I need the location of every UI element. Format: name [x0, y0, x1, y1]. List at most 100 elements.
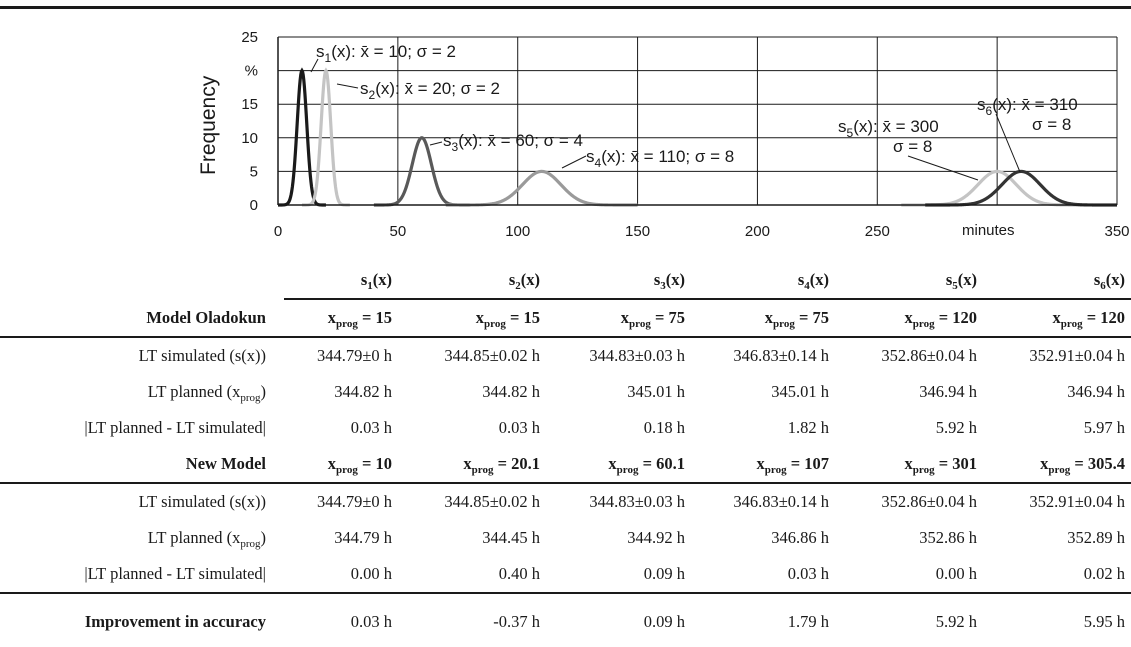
- improvement-cell: 5.92 h: [935, 612, 977, 631]
- xprog-value: = 60.1: [642, 454, 685, 473]
- x-tick-label: 100: [505, 223, 530, 240]
- table-cell: 344.45 h: [482, 528, 540, 547]
- leader-line: [907, 155, 979, 181]
- series-line-s4: [445, 169, 638, 207]
- table-cell: 344.82 h: [334, 382, 392, 401]
- leader-line: [336, 83, 359, 89]
- annotation-s1: s1(x): x̄ = 10; σ = 2: [316, 42, 456, 65]
- table-cell: 0.09 h: [546, 556, 691, 594]
- leader-line: [310, 58, 319, 73]
- xprog-cell: xprog = 120: [835, 299, 983, 338]
- column-header-sub: 2: [515, 280, 521, 292]
- column-header-base: s: [797, 270, 805, 289]
- y-tick-label: 25: [241, 29, 258, 46]
- column-header-suffix: (x): [520, 270, 540, 289]
- header-spacer: [0, 262, 284, 299]
- improvement-cell: 0.03 h: [350, 612, 392, 631]
- table-cell: 344.92 h: [627, 528, 685, 547]
- annotation-leaders: [310, 58, 1021, 181]
- xprog-cell: xprog = 301: [835, 446, 983, 484]
- table-cell: 346.94 h: [1067, 382, 1125, 401]
- xprog-sub: prog: [764, 464, 787, 476]
- column-header-row: s1(x) s2(x) s3(x) s4(x) s5(x) s6(x): [0, 262, 1131, 300]
- table-cell: 5.92 h: [935, 418, 977, 437]
- results-table: s1(x) s2(x) s3(x) s4(x) s5(x) s6(x) Model Olad…: [0, 262, 1131, 640]
- column-header: s5(x): [835, 262, 983, 300]
- section-title: Model Oladokun: [0, 299, 284, 338]
- improvement-cell: 1.79 h: [787, 612, 829, 631]
- row-label: LT planned (xprog): [0, 374, 284, 410]
- xprog-base: x: [620, 308, 630, 327]
- x-tick-label: 50: [390, 223, 407, 240]
- row-label-sub: prog: [240, 538, 261, 550]
- table-cell: 344.83±0.03 h: [589, 346, 685, 365]
- column-header: s6(x): [983, 262, 1131, 300]
- x-axis-unit-label: minutes: [962, 222, 1015, 239]
- xprog-cell: xprog = 107: [691, 446, 835, 484]
- xprog-value: = 20.1: [497, 454, 540, 473]
- column-header-sub: 5: [952, 280, 958, 292]
- table-cell: 344.85±0.02 h: [444, 492, 540, 511]
- xprog-sub: prog: [336, 318, 358, 330]
- table-cell: 346.86 h: [771, 528, 829, 547]
- row-label: LT simulated (s(x)): [0, 483, 284, 520]
- annotation-s5-sigma: σ = 8: [893, 137, 932, 156]
- annotation-s4: s4(x): x̄ = 110; σ = 8: [586, 147, 734, 170]
- xprog-sub: prog: [629, 318, 651, 330]
- chart-axes: [277, 37, 1118, 206]
- annotation-s6: s6(x): x̄ = 310: [977, 95, 1078, 118]
- leader-line: [561, 155, 587, 169]
- row-label: |LT planned - LT simulated|: [0, 556, 284, 594]
- xprog-cell: xprog = 75: [546, 299, 691, 338]
- table-row: LT simulated (s(x)) 344.79±0 h 344.85±0.02…: [0, 337, 1131, 374]
- xprog-value: = 75: [654, 308, 685, 327]
- y-axis-label: Frequency: [197, 75, 220, 175]
- table-cell: 352.91±0.04 h: [1029, 346, 1125, 365]
- xprog-value: = 15: [509, 308, 540, 327]
- row-label-sub: prog: [240, 392, 261, 404]
- chart-grid: [278, 36, 1118, 205]
- top-rule: [0, 6, 1131, 9]
- y-tick-label: %: [245, 63, 258, 80]
- leader-line: [995, 113, 1021, 173]
- table-cell: 346.94 h: [919, 382, 977, 401]
- spacer-cell: [0, 593, 1131, 604]
- annotation-s3: s3(x): x̄ = 60; σ = 4: [443, 131, 583, 154]
- xprog-base: x: [904, 308, 913, 327]
- column-header-base: s: [653, 270, 661, 289]
- xprog-value: = 120: [1086, 308, 1125, 327]
- table-row: |LT planned - LT simulated| 0.03 h 0.03 h 0…: [0, 410, 1131, 446]
- xprog-base: x: [608, 454, 617, 473]
- row-label-text: LT simulated (s(x)): [138, 492, 266, 511]
- xprog-cell: xprog = 305.4: [983, 446, 1131, 484]
- annotation-s6-sigma: σ = 8: [1032, 115, 1071, 134]
- x-tick-label: 0: [274, 223, 282, 240]
- table-cell: 0.18 h: [643, 418, 685, 437]
- xprog-cell: xprog = 15: [284, 299, 398, 338]
- column-header: s1(x): [284, 262, 398, 300]
- xprog-base: x: [1040, 454, 1049, 473]
- improvement-label: Improvement in accuracy: [84, 612, 266, 631]
- table-cell: 344.83±0.03 h: [589, 492, 685, 511]
- column-header: s2(x): [398, 262, 546, 300]
- annotation-s2: s2(x): x̄ = 20; σ = 2: [360, 79, 500, 102]
- xprog-cell: xprog = 10: [284, 446, 398, 484]
- column-header-suffix: (x): [665, 270, 685, 289]
- improvement-cell: 5.95 h: [1083, 612, 1125, 631]
- column-header-base: s: [508, 270, 516, 289]
- y-tick-label: 10: [241, 130, 258, 147]
- xprog-value: = 15: [361, 308, 392, 327]
- xprog-value: = 301: [938, 454, 977, 473]
- table-cell: 352.91±0.04 h: [1029, 492, 1125, 511]
- x-tick-label: 250: [865, 223, 890, 240]
- xprog-value: = 107: [790, 454, 829, 473]
- xprog-base: x: [463, 454, 472, 473]
- table-cell: 0.03 h: [350, 418, 392, 437]
- section-header-row: New Model xprog = 10 xprog = 20.1 xprog = 6…: [0, 446, 1131, 484]
- table-cell: 346.83±0.14 h: [733, 346, 829, 365]
- xprog-base: x: [327, 454, 337, 473]
- table-cell: 352.86±0.04 h: [881, 492, 977, 511]
- xprog-sub: prog: [1048, 464, 1071, 476]
- table-cell: 344.82 h: [482, 382, 540, 401]
